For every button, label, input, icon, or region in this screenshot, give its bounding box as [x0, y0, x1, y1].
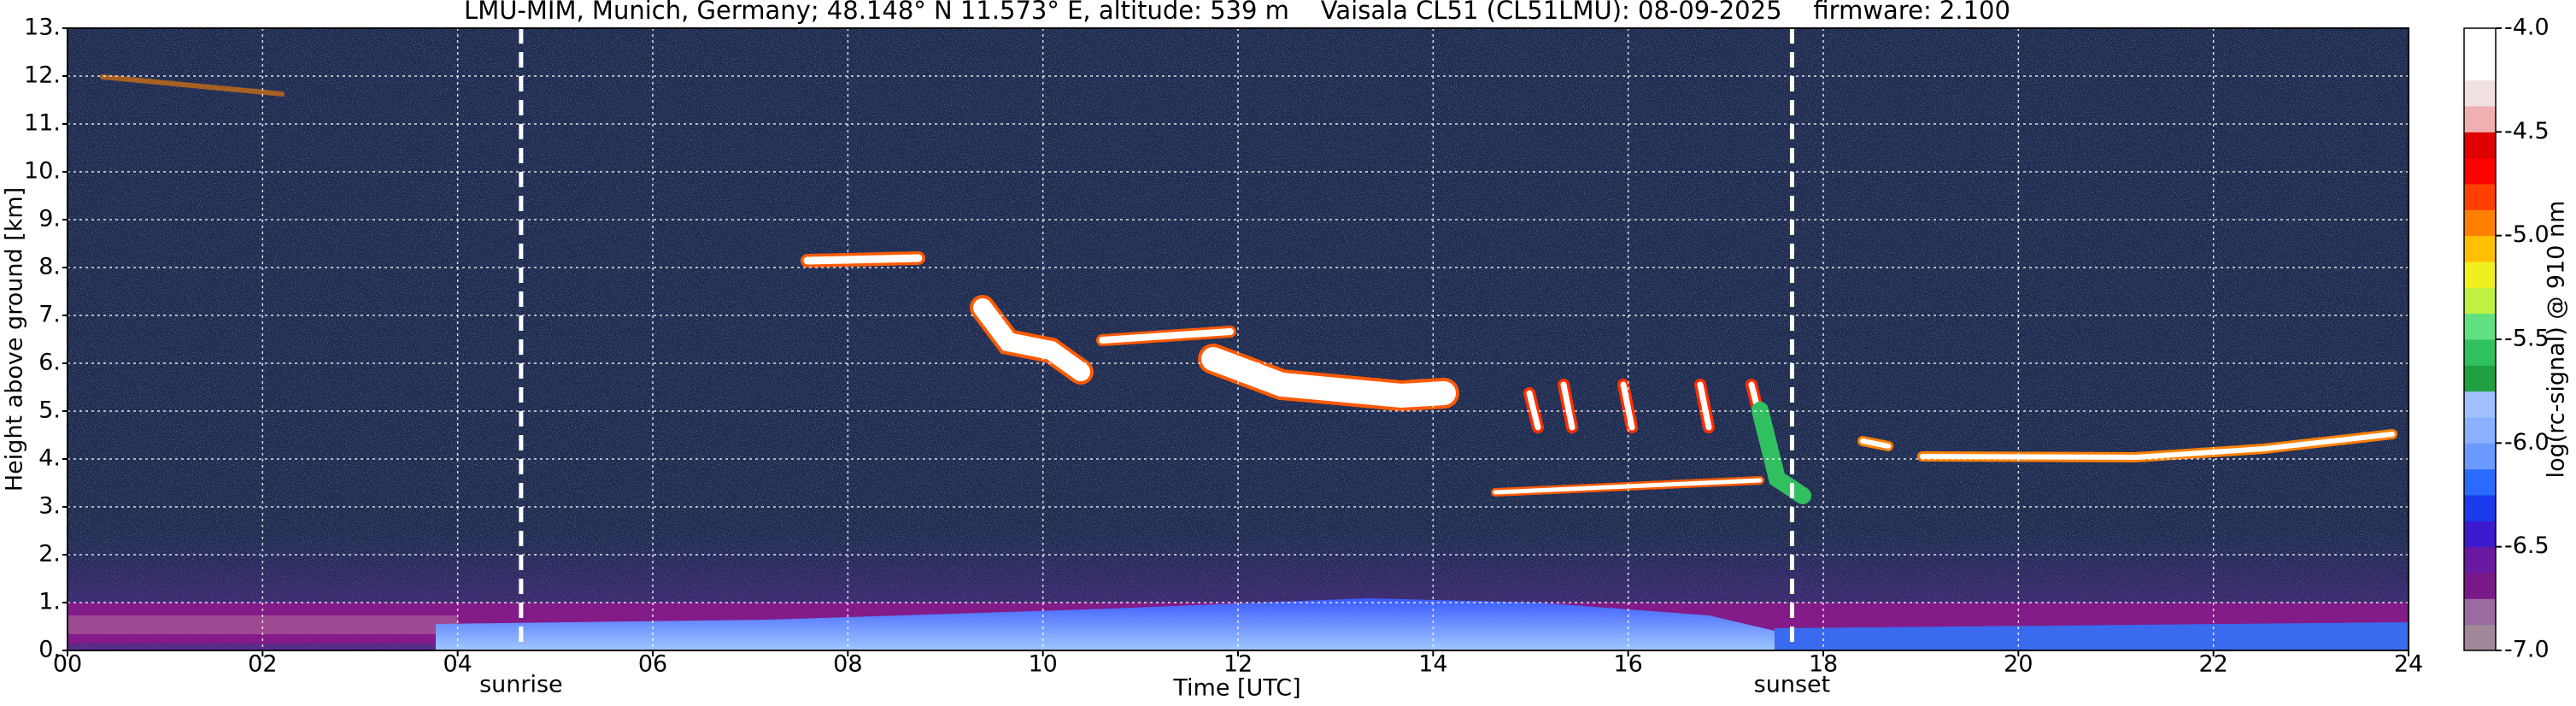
y-tick-label: 1. — [38, 589, 61, 615]
y-tick-label: 0. — [38, 637, 61, 663]
colorbar-segment — [2464, 495, 2496, 521]
colorbar-segment — [2464, 157, 2496, 185]
colorbar-segment — [2464, 184, 2496, 210]
y-tick-label: 7. — [38, 302, 61, 328]
colorbar-segment — [2464, 313, 2496, 340]
colorbar: -7.0 -6.5 -6.0 -5.5 -5.0 -4.5 -4.0 — [2463, 15, 2550, 663]
colorbar-segment — [2464, 624, 2496, 651]
y-tick-label: 4. — [38, 445, 61, 472]
colorbar-segment — [2464, 468, 2496, 496]
colorbar-segment — [2464, 546, 2496, 574]
y-tick-label: 11. — [24, 110, 61, 137]
y-tick-label: 5. — [38, 397, 61, 424]
colorbar-segment — [2464, 287, 2496, 315]
colorbar-tick-label: -5.5 — [2504, 326, 2550, 352]
colorbar-segment — [2464, 209, 2496, 237]
colorbar-segment — [2464, 132, 2496, 159]
colorbar-label: log(rc-signal) @ 910 nm — [2544, 201, 2570, 479]
y-tick-label: 3. — [38, 493, 61, 520]
colorbar-segment — [2464, 365, 2496, 392]
colorbar-segment — [2464, 573, 2496, 599]
colorbar-tick-label: -4.0 — [2504, 15, 2550, 41]
annotations: sunrise sunset — [479, 28, 1830, 698]
y-tick-label: 2. — [38, 541, 61, 568]
y-tick-label: 12. — [24, 62, 61, 89]
colorbar-segment — [2464, 262, 2496, 288]
colorbar-segment — [2464, 417, 2496, 444]
colorbar-tick-label: -4.5 — [2504, 118, 2550, 144]
colorbar-segment — [2464, 54, 2496, 81]
colorbar-segment — [2464, 391, 2496, 418]
colorbar-segment — [2464, 106, 2496, 132]
tick-labels: 00 02 04 06 08 10 12 14 16 18 20 22 240.1.2.3.4.5.6.… — [24, 15, 2423, 678]
colorbar-tick-label: -6.0 — [2504, 429, 2550, 456]
colorbar-tick-label: -6.5 — [2504, 532, 2550, 559]
y-tick-label: 6. — [38, 350, 61, 376]
y-tick-label: 8. — [38, 254, 61, 280]
y-tick-label: 10. — [24, 158, 61, 185]
colorbar-segment — [2464, 443, 2496, 470]
annotation-label: sunrise — [479, 672, 563, 698]
annotation-label: sunset — [1754, 672, 1831, 698]
x-axis-label: Time [UTC] — [1172, 675, 1300, 702]
y-tick-label: 13. — [24, 15, 61, 41]
colorbar-segment — [2464, 521, 2496, 548]
y-axis-label: Height above ground [km] — [2, 187, 28, 491]
colorbar-segment — [2464, 79, 2496, 107]
colorbar-segment — [2464, 28, 2496, 55]
chart-title: LMU-MIM, Munich, Germany; 48.148° N 11.5… — [464, 0, 2010, 25]
colorbar-segment — [2464, 339, 2496, 366]
colorbar-tick-label: -5.0 — [2504, 221, 2550, 248]
colorbar-tick-label: -7.0 — [2504, 637, 2550, 663]
y-tick-label: 9. — [38, 206, 61, 232]
colorbar-segment — [2464, 598, 2496, 626]
colorbar-segment — [2464, 235, 2496, 262]
